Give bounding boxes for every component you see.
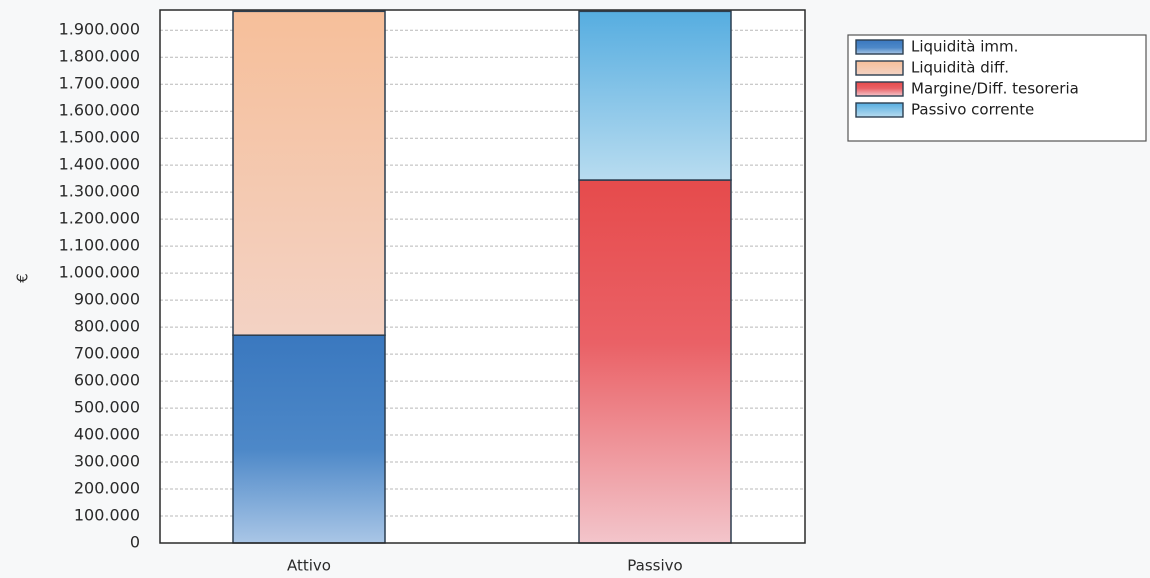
bars (232, 10, 732, 544)
y-tick-label: 700.000 (74, 344, 140, 363)
legend-label: Passivo corrente (911, 101, 1034, 119)
y-tick-label: 100.000 (74, 506, 140, 525)
y-tick-label: 800.000 (74, 317, 140, 336)
legend-label: Liquidità imm. (911, 38, 1018, 56)
legend-label: Liquidità diff. (911, 59, 1009, 77)
y-tick-label: 1.000.000 (59, 263, 140, 282)
legend-swatch (855, 81, 904, 97)
y-tick-label: 1.300.000 (59, 182, 140, 201)
y-tick-label: 200.000 (74, 479, 140, 498)
plot-frame (159, 9, 806, 544)
y-tick-label: 1.900.000 (59, 20, 140, 39)
y-tick-label: 600.000 (74, 371, 140, 390)
y-tick-label: 1.400.000 (59, 155, 140, 174)
legend-swatch (855, 60, 904, 76)
bar-attivo-1 (232, 10, 386, 336)
bar-passivo-3 (578, 10, 732, 181)
legend: Liquidità imm. Liquidità diff. Margine/Dif… (847, 34, 1147, 142)
y-tick-label: 1.500.000 (59, 128, 140, 147)
y-tick-label: 1.800.000 (59, 47, 140, 66)
y-tick-label: 1.200.000 (59, 209, 140, 228)
bar-passivo-2 (578, 179, 732, 544)
y-axis: 0 100.000 200.000 300.000 400.000 500.000 600.… (59, 20, 140, 552)
x-axis: Attivo Passivo (287, 557, 683, 575)
y-tick-label: 0 (130, 533, 140, 552)
y-axis-label: € (14, 273, 32, 283)
legend-swatch (855, 39, 904, 55)
x-tick-label: Attivo (287, 557, 331, 575)
bar-attivo-0 (232, 334, 386, 544)
y-tick-label: 900.000 (74, 290, 140, 309)
y-tick-label: 400.000 (74, 425, 140, 444)
x-tick-label: Passivo (627, 557, 682, 575)
y-tick-label: 300.000 (74, 452, 140, 471)
y-tick-label: 1.100.000 (59, 236, 140, 255)
y-tick-label: 1.600.000 (59, 101, 140, 120)
legend-label: Margine/Diff. tesoreria (911, 80, 1079, 98)
y-tick-label: 1.700.000 (59, 74, 140, 93)
y-tick-label: 500.000 (74, 398, 140, 417)
legend-swatch (855, 102, 904, 118)
